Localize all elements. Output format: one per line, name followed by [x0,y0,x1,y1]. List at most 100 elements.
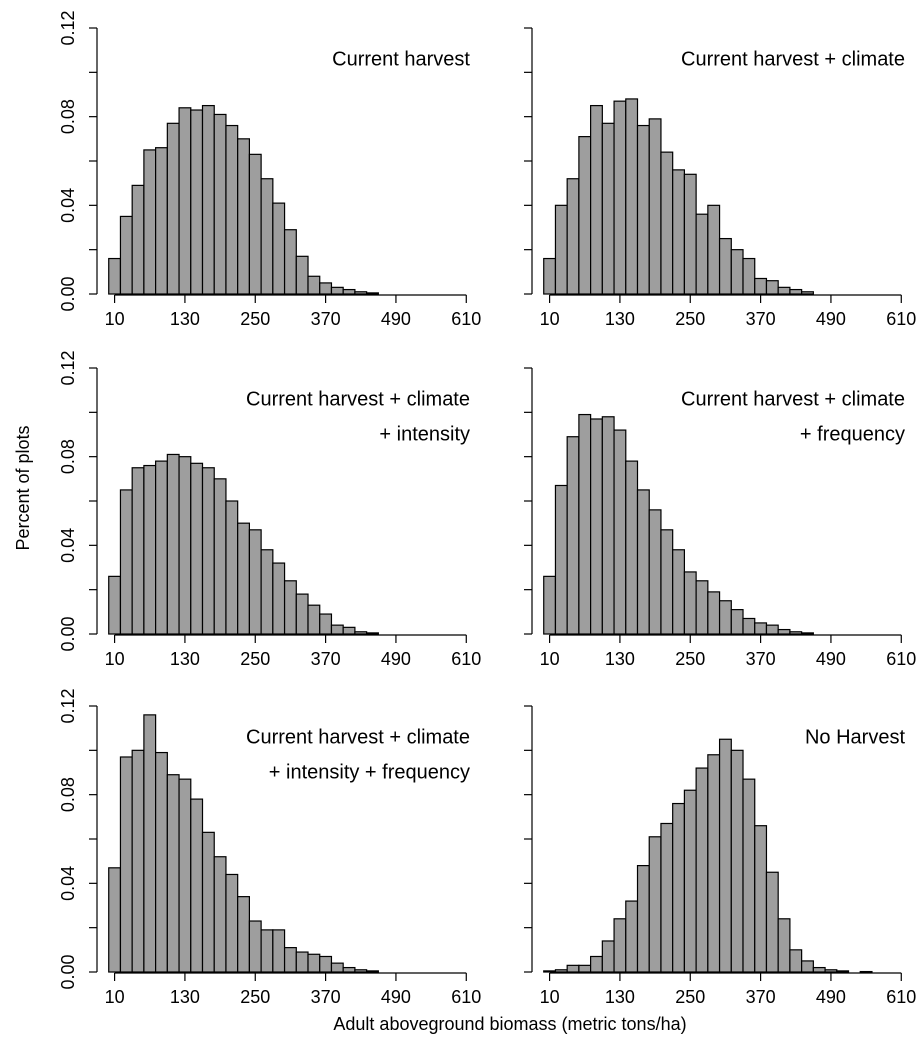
bar [295,255,309,295]
bar [248,920,262,973]
bar [648,836,662,973]
x-tick-label: 610 [886,649,916,669]
bar [272,202,286,295]
bar [283,229,297,295]
bar [307,604,321,635]
bar [578,413,592,635]
bar [119,215,133,295]
x-tick-label: 490 [381,649,411,669]
bar [319,955,333,973]
bar [366,292,379,295]
bar [342,288,356,295]
bar [625,98,639,295]
bar [683,571,697,635]
bar [260,178,274,295]
bar [578,964,592,973]
x-tick-label: 610 [451,987,481,1007]
bar [190,109,204,295]
bar [672,802,686,973]
bar [683,789,697,973]
bar [765,280,779,295]
panel-title: Current harvest + climate [681,48,905,70]
bar [789,949,803,973]
bar [366,632,379,635]
y-tick-label: 0.08 [58,439,78,474]
bar [131,467,145,635]
panel-title: Current harvest + climate [246,726,470,748]
x-tick-label: 10 [540,987,560,1007]
bar [307,953,321,973]
bar [543,575,557,635]
bar [178,456,192,635]
bar [554,969,568,973]
x-tick-label: 10 [540,649,560,669]
x-tick-label: 490 [816,987,846,1007]
bar [283,947,297,973]
bar [695,767,709,973]
bar [777,918,791,973]
bar [718,237,732,295]
x-tick-label: 250 [675,309,705,329]
bar [201,467,215,635]
bar [213,478,227,635]
panel-title: + intensity [379,423,470,445]
bar [119,756,133,973]
x-axis-label: Adult aboveground biomass (metric tons/h… [333,1014,686,1034]
x-tick-label: 610 [886,987,916,1007]
bar [143,714,157,973]
bar [366,970,379,973]
x-tick-label: 250 [240,309,270,329]
bar [824,969,838,973]
bar [601,940,615,973]
bar [295,593,309,635]
bar [812,966,826,973]
bar [636,489,650,635]
bar [801,632,814,635]
bar [119,489,133,635]
bar [543,257,557,295]
bar [201,104,215,295]
bar [342,626,356,635]
bar [213,113,227,295]
x-tick-label: 250 [240,987,270,1007]
bar [319,613,333,635]
bar [319,282,333,295]
x-tick-label: 10 [105,987,125,1007]
bar [718,600,732,635]
bar [166,453,180,635]
bar [648,509,662,635]
x-tick-label: 490 [816,649,846,669]
bar [578,136,592,295]
bar [155,751,168,973]
bar [660,529,674,635]
y-tick-label: 0.08 [58,777,78,812]
bar [742,778,756,973]
x-tick-label: 610 [886,309,916,329]
bar [354,291,368,295]
bar [190,798,204,973]
y-tick-label: 0.08 [58,99,78,134]
y-tick-label: 0.04 [58,866,78,901]
bar [155,460,168,635]
x-tick-label: 130 [170,649,200,669]
bar [695,580,709,635]
x-tick-label: 370 [311,649,341,669]
x-tick-label: 130 [605,987,635,1007]
bar [307,275,321,295]
y-tick-label: 0.12 [58,688,78,723]
bar [707,204,721,295]
y-tick-label: 0.00 [58,616,78,651]
bar [330,624,344,635]
bar [354,631,368,635]
panel-title: Current harvest + climate [246,388,470,410]
bar [566,964,580,973]
bar [777,286,791,295]
bar [178,107,192,295]
bar [648,118,662,295]
x-tick-label: 370 [311,987,341,1007]
bar [742,617,756,635]
bar [590,418,603,635]
bar [108,867,122,973]
bar [777,628,791,635]
